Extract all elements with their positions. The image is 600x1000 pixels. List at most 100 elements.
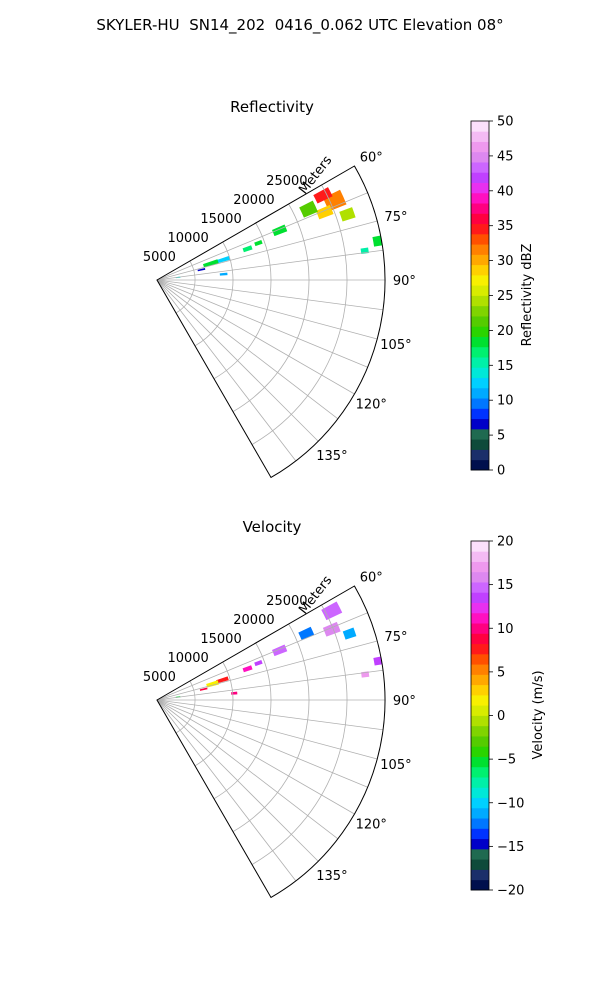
polar-sector-plot: 60° 75° 90° 105° 120° 135° 5000 10000 15000 20000…: [143, 150, 416, 479]
colorbar-segment: [471, 551, 489, 562]
azimuth-spoke: [156, 249, 384, 281]
colorbar-segment: [471, 192, 489, 204]
colorbar-segment: [471, 295, 489, 307]
azimuth-spoke: [156, 279, 339, 420]
colorbar-tick-label: 15: [497, 578, 514, 593]
grid: [156, 184, 385, 462]
azimuth-spoke: [156, 699, 368, 788]
echo-cell: [197, 268, 206, 272]
echo-cell: [216, 676, 229, 684]
colorbar-tick-label: 50: [497, 115, 514, 130]
range-ring: [232, 623, 310, 832]
azimuth-spoke: [156, 699, 319, 862]
azimuth-spoke: [156, 669, 384, 701]
azimuth-tick-label: 105°: [380, 338, 411, 353]
colorbar-tick-label: 5: [497, 665, 505, 680]
colorbar-segment: [471, 612, 489, 624]
echo-cell: [254, 659, 263, 667]
colorbar-segment: [471, 715, 489, 727]
colorbar-tick-label: −5: [497, 753, 516, 768]
colorbar-segment: [471, 305, 489, 317]
echo-cell: [199, 687, 208, 691]
echo-cell: [271, 644, 288, 657]
range-ring: [251, 604, 348, 865]
azimuth-spoke: [156, 279, 297, 462]
colorbar-segment: [471, 377, 489, 389]
colorbar-segment: [471, 592, 489, 603]
colorbar-segment: [471, 705, 489, 716]
azimuth-spoke: [156, 192, 368, 281]
radial-tick-label: 5000: [143, 250, 176, 265]
grid: [156, 604, 385, 882]
polar-sector-plot: 60° 75° 90° 105° 120° 135° 5000 10000 15000 20000…: [143, 570, 416, 899]
echo-cell: [321, 601, 343, 621]
colorbar-segment: [471, 787, 489, 799]
colorbar-segment: [471, 818, 489, 829]
echo-cell: [298, 626, 315, 641]
colorbar-segment: [471, 274, 489, 286]
colorbar-segment: [471, 571, 489, 583]
colorbar-segment: [471, 725, 489, 737]
azimuth-spoke: [156, 699, 378, 760]
echo-cell: [313, 187, 333, 204]
colorbar-segment: [471, 746, 489, 757]
azimuth-spoke: [156, 640, 378, 701]
colorbar-segment: [471, 233, 489, 245]
azimuth-spoke: [156, 699, 297, 882]
colorbar-tick-label: 35: [497, 219, 514, 234]
radial-tick-label: 20000: [233, 613, 274, 628]
colorbar-segment: [471, 879, 489, 891]
range-ring: [213, 222, 272, 380]
azimuth-spoke: [156, 699, 384, 731]
colorbar-segment: [471, 254, 489, 266]
colorbar-segment: [471, 674, 489, 686]
sector-outline: [156, 165, 386, 479]
azimuth-tick-label: 60°: [360, 150, 383, 165]
azimuth-tick-label: 105°: [380, 758, 411, 773]
colorbar-segment: [471, 244, 489, 255]
azimuth-tick-label: 120°: [356, 398, 387, 413]
echo-cell: [339, 207, 356, 222]
colorbar-tick-label: −15: [497, 840, 524, 855]
azimuth-tick-label: 135°: [316, 869, 347, 884]
colorbar-segment: [471, 736, 489, 747]
echo-cell: [342, 627, 357, 640]
colorbar-segment: [471, 285, 489, 296]
radial-tick-label: 25000: [266, 594, 307, 609]
echo-cell: [254, 239, 263, 247]
colorbar-segment: [471, 121, 489, 132]
colorbar-tick-label: 5: [497, 429, 505, 444]
colorbar-segment: [471, 264, 489, 276]
colorbar-tick-label: 15: [497, 359, 514, 374]
azimuth-spoke: [156, 612, 368, 701]
colorbar-segment: [471, 151, 489, 163]
colorbar-segment: [471, 561, 489, 573]
colorbar-segment: [471, 182, 489, 194]
colorbar-segment: [471, 162, 489, 173]
colorbar-tick-label: 25: [497, 289, 514, 304]
echo-cell: [372, 235, 383, 247]
azimuth-tick-label: 75°: [384, 210, 407, 225]
azimuth-spoke: [156, 699, 339, 840]
range-ring: [251, 184, 348, 445]
colorbar-segment: [471, 602, 489, 614]
colorbar-segment: [471, 316, 489, 327]
colorbar-tick-label: 0: [497, 464, 505, 479]
colorbar-segment: [471, 367, 489, 379]
colorbar-segment: [471, 838, 489, 850]
colorbar-segment: [471, 777, 489, 788]
sector-outline: [156, 585, 386, 899]
azimuth-spoke: [156, 279, 319, 442]
colorbar-segment: [471, 653, 489, 665]
azimuth-spoke: [156, 279, 378, 340]
echo-cell: [231, 691, 238, 695]
colorbar-segment: [471, 869, 489, 881]
colorbar-segment: [471, 336, 489, 348]
colorbar-tick-label: 20: [497, 535, 514, 550]
colorbar-segment: [471, 131, 489, 142]
range-ring: [175, 680, 196, 734]
reflectivity-panel: Reflectivity 60° 75° 90° 105° 120° 135° 5000 10…: [143, 98, 535, 479]
colorbar-tick-label: 20: [497, 324, 514, 339]
azimuth-spoke: [156, 699, 355, 815]
colorbar-segment: [471, 797, 489, 809]
